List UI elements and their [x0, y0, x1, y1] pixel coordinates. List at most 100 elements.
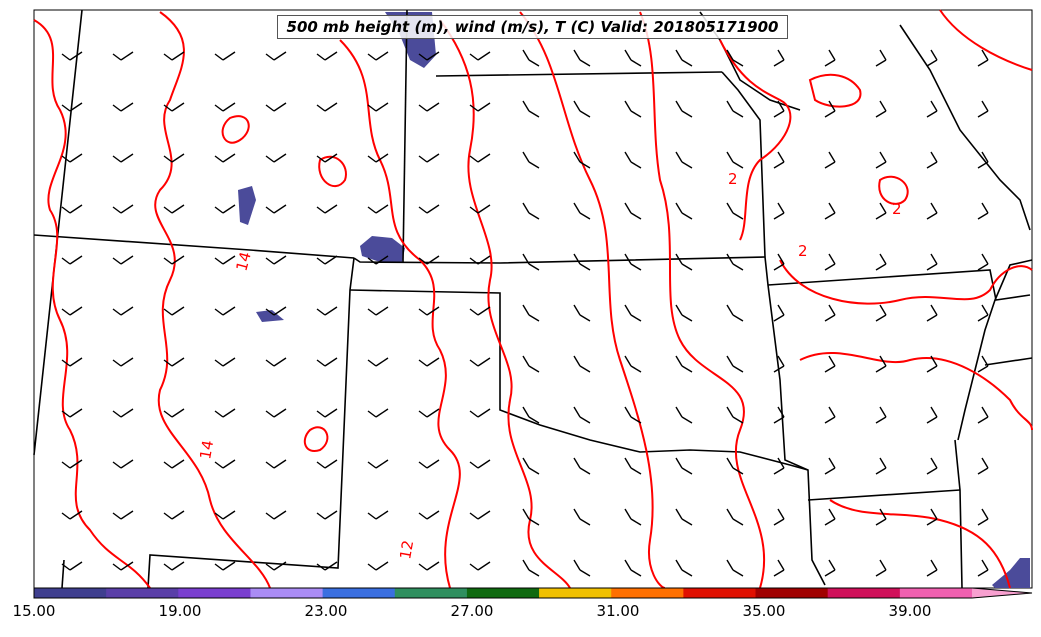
wind-barb — [773, 253, 785, 271]
wind-barb — [726, 508, 744, 526]
wind-barb — [265, 204, 287, 214]
state-line — [721, 71, 826, 586]
wind-barb — [522, 304, 540, 322]
wind-barb — [265, 408, 287, 418]
map-frame — [33, 9, 1033, 589]
wind-barb — [367, 459, 389, 469]
wind-barb — [367, 357, 389, 367]
colorbar-segment — [827, 588, 901, 598]
state-line — [435, 71, 723, 77]
wind-barb — [469, 459, 491, 469]
wind-barb — [522, 202, 540, 220]
wind-barb — [675, 508, 693, 526]
wind-barb — [367, 306, 389, 316]
wind-barb — [875, 100, 887, 118]
wind-barb — [469, 408, 491, 418]
wind-barb — [675, 559, 693, 577]
wind-barb — [367, 510, 389, 520]
wind-barb — [61, 459, 83, 469]
wind-barb — [875, 304, 887, 322]
wind-barb — [875, 559, 887, 577]
wind-barb — [675, 100, 693, 118]
wind-barb — [265, 459, 287, 469]
wind-barb — [675, 304, 693, 322]
wind-barb — [61, 357, 83, 367]
wind-barb — [469, 51, 491, 61]
wind-barb — [624, 559, 642, 577]
wind-barb — [926, 49, 938, 67]
wind-barb — [926, 355, 938, 373]
wind-barb — [265, 561, 287, 571]
wind-barb — [367, 408, 389, 418]
shading-area — [360, 236, 405, 262]
wind-barb — [418, 357, 440, 367]
colorbar-segment — [394, 588, 468, 598]
wind-barb — [112, 561, 134, 571]
wind-barb — [367, 102, 389, 112]
colorbar-segment — [466, 588, 540, 598]
wind-barb — [624, 202, 642, 220]
wind-barb — [214, 51, 236, 61]
wind-barb — [214, 357, 236, 367]
state-line — [349, 289, 809, 471]
wind-barb — [367, 561, 389, 571]
wind-barb — [675, 202, 693, 220]
wind-barb — [61, 255, 83, 265]
contour-line — [303, 426, 329, 452]
contour-line — [878, 175, 909, 205]
wind-barb — [112, 255, 134, 265]
wind-barb — [265, 510, 287, 520]
wind-barb — [214, 408, 236, 418]
wind-barb — [112, 102, 134, 112]
wind-barb — [367, 51, 389, 61]
wind-barb — [418, 510, 440, 520]
wind-barb — [112, 510, 134, 520]
map-title: 500 mb height (m), wind (m/s), T (C) Val… — [277, 15, 788, 39]
wind-barb — [61, 306, 83, 316]
wind-barb — [265, 102, 287, 112]
contour-labels: 14 14 12 2 2 2 — [196, 170, 901, 561]
wind-barb — [824, 100, 836, 118]
shading-area — [238, 186, 256, 225]
colorbar-label: 15.00 — [12, 602, 56, 620]
wind-barb — [522, 253, 540, 271]
contour-line — [639, 11, 766, 589]
wind-barb — [522, 151, 540, 169]
wind-barb — [163, 510, 185, 520]
wind-barb — [61, 204, 83, 214]
wind-barb — [624, 49, 642, 67]
wind-barb — [926, 304, 938, 322]
wind-barb — [214, 510, 236, 520]
wind-barb — [726, 355, 744, 373]
wind-barb — [624, 253, 642, 271]
colorbar-segment — [178, 588, 251, 598]
wind-barb — [214, 102, 236, 112]
contour-line — [339, 39, 461, 589]
wind-barb — [875, 355, 887, 373]
wind-barb — [926, 559, 938, 577]
wind-barb — [316, 408, 338, 418]
contour-line — [829, 499, 1011, 589]
wind-barb — [926, 508, 938, 526]
wind-barb — [214, 561, 236, 571]
wind-barb — [469, 306, 491, 316]
wind-barb — [112, 357, 134, 367]
wind-barb — [573, 100, 591, 118]
shading-area — [992, 558, 1030, 588]
wind-barb — [522, 508, 540, 526]
wind-barb — [875, 49, 887, 67]
state-line — [147, 257, 355, 589]
contour-label: 2 — [892, 200, 902, 218]
wind-barb — [61, 510, 83, 520]
wind-barb — [977, 508, 989, 526]
wind-barb — [163, 51, 185, 61]
wind-barb — [316, 51, 338, 61]
wind-barb — [824, 202, 836, 220]
state-line — [899, 24, 1031, 231]
wind-barb — [977, 202, 989, 220]
wind-barb — [977, 253, 989, 271]
wind-barb — [573, 202, 591, 220]
colorbar-segment — [611, 588, 684, 598]
wind-barb — [624, 151, 642, 169]
